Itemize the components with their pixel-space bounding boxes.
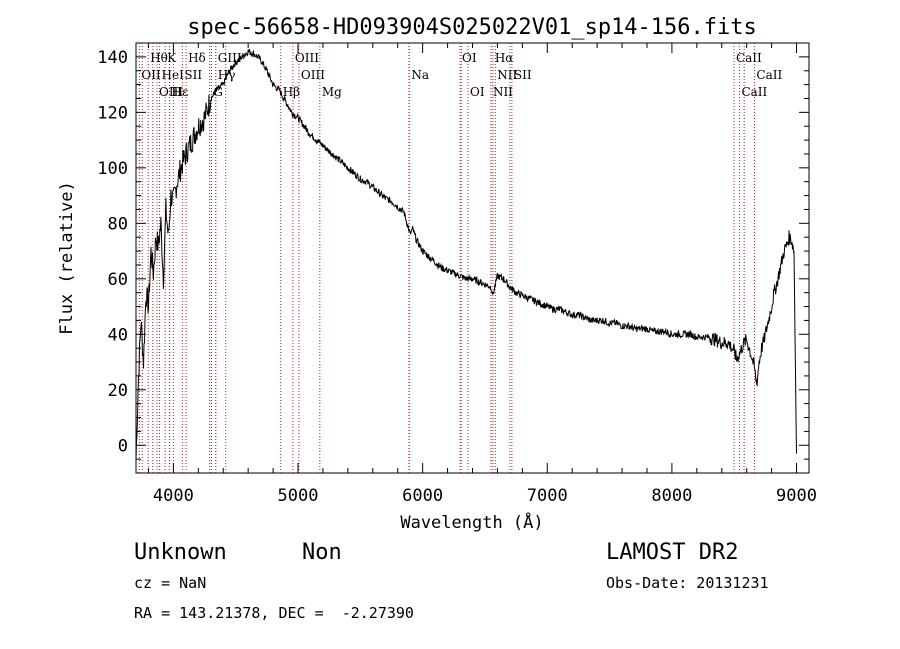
y-axis-label: Flux (relative) [57,181,77,335]
line-label: SII [514,68,532,82]
x-axis-label: Wavelength (Å) [400,511,543,533]
line-label: Mg [322,85,342,99]
y-axis-ticks: 0 20 40 60 80 100 120 140 [97,48,809,474]
line-label: SII [184,68,202,82]
x-tick-label: 8000 [651,486,692,506]
spectral-line-markers [138,43,755,473]
line-label: Hα [495,51,514,65]
object-class: Unknown [134,540,227,565]
line-label: H [171,85,181,99]
y-tick-label: 120 [97,103,128,123]
x-axis-ticks: 4000 5000 6000 7000 8000 9000 [147,43,817,506]
line-label: NII [493,85,513,99]
observation-date: Obs-Date: 20131231 [606,574,769,592]
chart-title: spec-56658-HD093904S025022V01_sp14-156.f… [187,15,757,40]
line-label: Hθ [150,51,168,65]
survey-name: LAMOST DR2 [606,540,739,565]
x-tick-label: 9000 [776,486,817,506]
line-label: OI [462,51,477,65]
line-label: CaII [756,68,782,82]
y-tick-label: 100 [97,159,128,179]
line-label: CaII [741,85,767,99]
line-label: Na [411,68,429,82]
line-label: Hε [172,85,189,99]
x-tick-label: 4000 [153,486,194,506]
line-label: OIII [301,68,325,82]
x-tick-label: 5000 [278,486,319,506]
plot-frame [135,42,810,474]
line-label: G [213,85,223,99]
y-tick-label: 140 [97,48,128,68]
redshift-cz: cz = NaN [134,574,207,592]
line-label: GIII [218,51,242,65]
y-tick-label: 20 [108,381,128,401]
line-label: OIII [295,51,319,65]
object-subclass: Non [302,540,342,565]
spectrum-line [135,49,797,460]
y-tick-label: 60 [108,270,128,290]
line-label: Hβ [283,85,300,99]
y-tick-label: 40 [108,325,128,345]
line-label: Hδ [188,51,206,65]
sky-coordinates: RA = 143.21378, DEC = -2.27390 [134,604,414,622]
y-tick-label: 0 [118,436,128,456]
y-tick-label: 80 [108,214,128,234]
line-label: HeI [162,68,185,82]
line-label: K [167,51,177,65]
line-label: CaII [736,51,762,65]
line-label: OI [470,85,485,99]
line-label: NII [497,68,517,82]
x-tick-label: 6000 [402,486,443,506]
x-tick-label: 7000 [527,486,568,506]
line-label: OIII [159,85,183,99]
line-label: OII [141,68,161,82]
